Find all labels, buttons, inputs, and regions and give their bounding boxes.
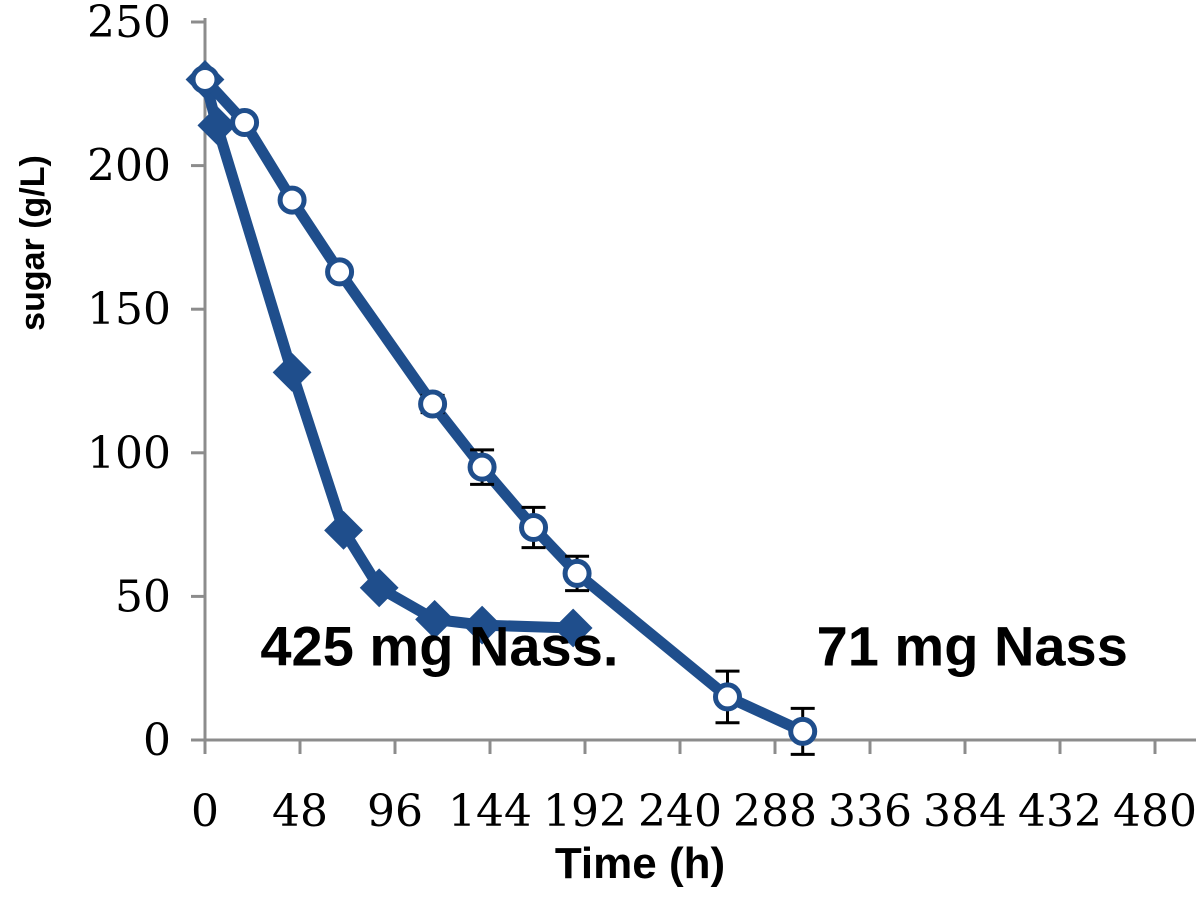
data-point-diamond xyxy=(462,605,502,645)
series-layer xyxy=(185,60,818,756)
data-point-circle xyxy=(713,682,742,712)
data-point-circle xyxy=(230,108,260,138)
y-tick-label: 150 xyxy=(87,284,171,335)
x-tick-label: 0 xyxy=(191,786,219,837)
data-point-diamond xyxy=(359,568,399,608)
annotation-label: 71 mg Nass xyxy=(817,614,1128,677)
data-point-diamond xyxy=(415,599,454,639)
x-tick-labels: 0 48 96 144 192 240 288 336 384 432 480 xyxy=(191,786,1197,837)
x-axis-title: Time (h) xyxy=(555,839,725,888)
y-axis-title: sugar (g/L) xyxy=(14,155,52,331)
x-tick-label: 96 xyxy=(367,786,423,837)
y-tick-label: 200 xyxy=(87,141,171,192)
y-tick-labels: 0 50 100 150 200 250 xyxy=(87,0,171,766)
data-point-diamond xyxy=(197,105,237,145)
data-point-circle xyxy=(277,185,307,215)
annotation-label: 425 mg Nass. xyxy=(260,614,618,677)
data-point-circle xyxy=(788,716,818,746)
data-point-circle xyxy=(562,558,592,588)
data-point-circle xyxy=(325,257,355,287)
annotations: 425 mg Nass. 71 mg Nass xyxy=(260,614,1127,677)
y-tick-label: 250 xyxy=(87,0,171,48)
x-tick-label: 336 xyxy=(828,786,912,837)
data-point-circle xyxy=(519,512,549,542)
x-tick-label: 144 xyxy=(448,786,532,837)
x-tick-label: 480 xyxy=(1113,786,1197,837)
y-tick-label: 0 xyxy=(143,715,171,766)
data-point-circle xyxy=(467,452,497,482)
series-line xyxy=(199,73,579,634)
data-point-circle xyxy=(418,389,448,419)
data-point-diamond xyxy=(553,608,593,648)
x-tick-label: 192 xyxy=(543,786,627,837)
x-tick-label: 288 xyxy=(733,786,817,837)
x-tick-label: 384 xyxy=(923,786,1007,837)
x-tick-label: 48 xyxy=(272,786,328,837)
x-tick-label: 240 xyxy=(638,786,722,837)
series-line xyxy=(199,73,809,737)
data-point-diamond xyxy=(272,352,312,392)
series-2 xyxy=(190,64,818,756)
y-tick-label: 100 xyxy=(87,428,171,479)
y-tick-label: 50 xyxy=(115,571,171,622)
data-point-diamond xyxy=(324,510,363,550)
data-point-circle xyxy=(190,64,220,94)
series-1 xyxy=(185,60,593,648)
axes xyxy=(191,18,1196,754)
x-tick-label: 432 xyxy=(1018,786,1102,837)
